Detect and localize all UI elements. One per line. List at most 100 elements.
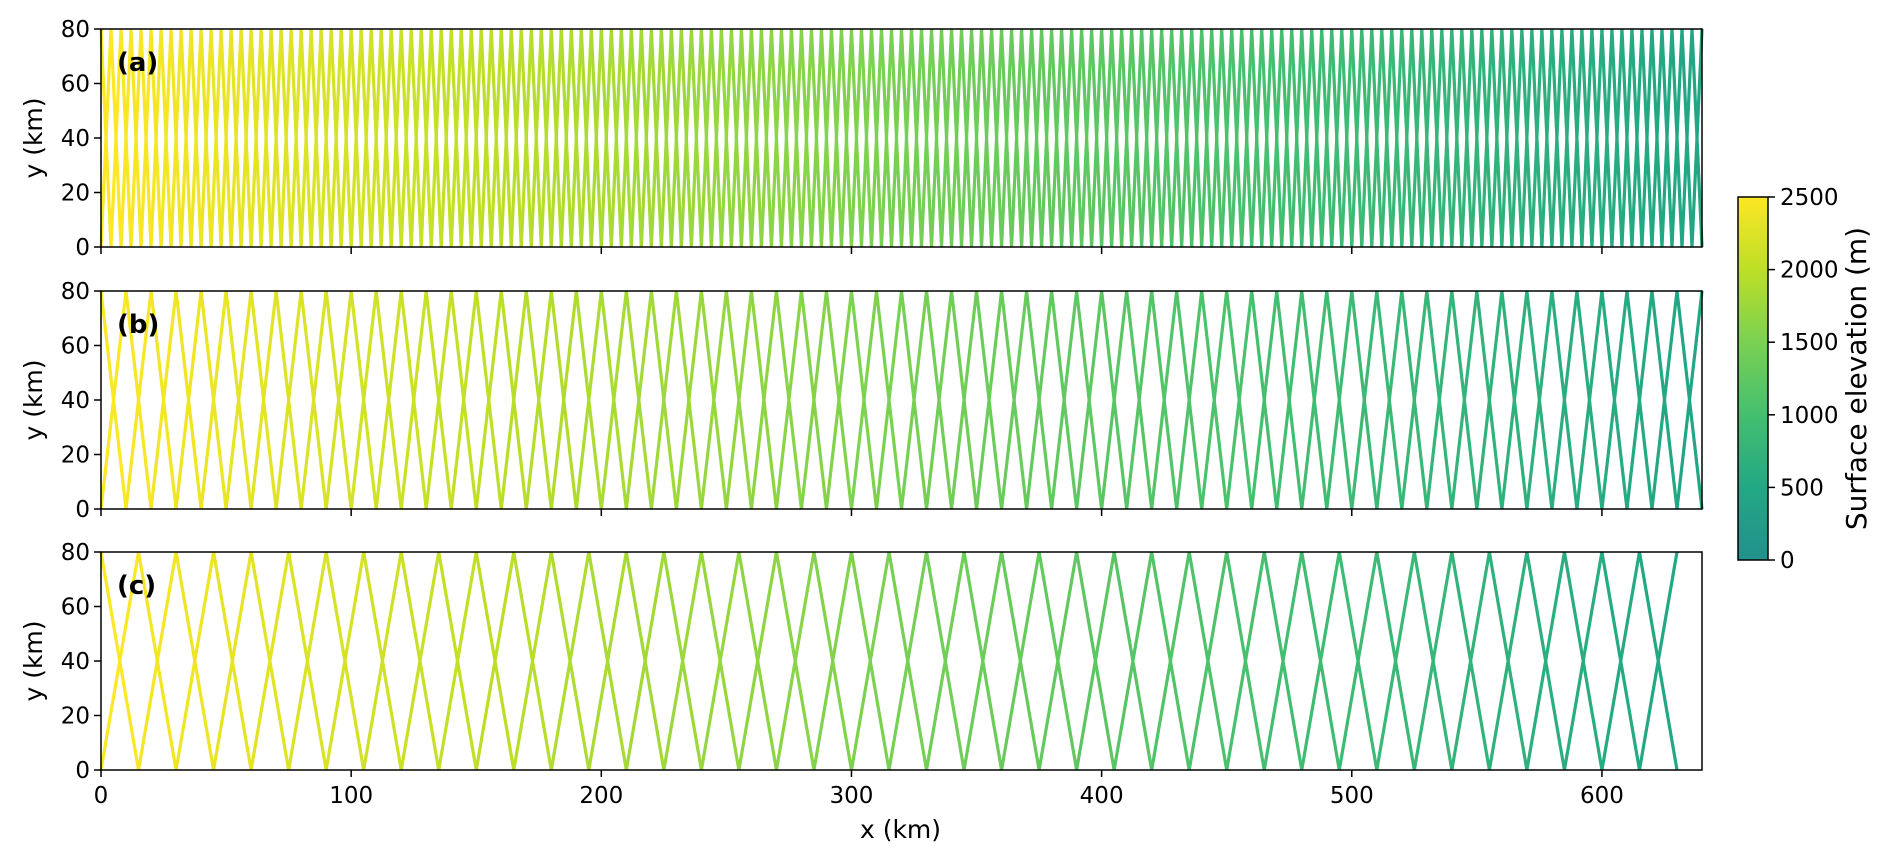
colorbar-gradient: [1737, 196, 1769, 561]
flight-segment: [1320, 28, 1334, 248]
flight-segment: [724, 290, 753, 510]
flight-lines: [99, 28, 1704, 248]
flight-segment: [1049, 28, 1064, 248]
flight-segment: [174, 551, 216, 771]
flight-segment: [474, 290, 503, 510]
x-tick-label: 0: [94, 783, 109, 809]
flight-segment: [1510, 28, 1524, 248]
flight-segment: [1630, 28, 1644, 248]
flight-segment: [1370, 28, 1384, 248]
flight-segment: [1280, 28, 1294, 248]
flight-segment: [199, 28, 213, 248]
flight-segment: [1075, 290, 1104, 510]
flight-segment: [1180, 28, 1194, 248]
y-tick-label: 0: [75, 497, 90, 523]
flight-segment: [1187, 551, 1229, 771]
colorbar-tick-label: 2500: [1780, 185, 1839, 211]
flight-segment: [669, 28, 683, 248]
flight-segment: [719, 28, 733, 248]
flight-segment: [839, 28, 854, 248]
flight-segment: [879, 28, 894, 248]
flight-segment: [169, 28, 183, 248]
flight-segment: [1400, 28, 1414, 248]
flight-segment: [1425, 290, 1454, 510]
flight-segment: [349, 28, 363, 248]
flight-segment: [1412, 551, 1454, 771]
flight-segment: [359, 28, 373, 248]
flight-segment: [109, 28, 123, 248]
flight-segment: [1262, 551, 1304, 771]
panel-label: (a): [117, 48, 158, 78]
flight-segment: [1250, 28, 1264, 248]
flight-segment: [959, 28, 974, 248]
y-tick-label: 80: [61, 279, 90, 305]
y-tick-label: 0: [75, 235, 90, 261]
flight-segment: [1540, 28, 1554, 248]
flight-segment: [1140, 28, 1154, 248]
flight-segment: [1175, 290, 1204, 510]
flight-segment: [989, 28, 1004, 248]
colorbar-tick-label: 500: [1780, 475, 1824, 501]
flight-segment: [424, 290, 453, 510]
axes-frame: [100, 290, 1703, 510]
flight-segment: [1590, 28, 1604, 248]
flight-segment: [439, 28, 453, 248]
flight-segment: [1090, 28, 1104, 248]
flight-segment: [1460, 28, 1474, 248]
flight-segment: [1337, 551, 1379, 771]
flight-segment: [1100, 28, 1114, 248]
flight-segment: [574, 290, 603, 510]
flight-segment: [419, 28, 433, 248]
flight-segment: [437, 551, 478, 771]
y-tick-label: 60: [61, 595, 90, 621]
flight-segment: [1290, 28, 1304, 248]
flight-segment: [1350, 28, 1364, 248]
flight-segment: [1487, 551, 1529, 771]
flight-segment: [1160, 28, 1174, 248]
y-tick-label: 40: [61, 126, 90, 152]
flight-segment: [924, 290, 954, 510]
flight-segment: [269, 28, 283, 248]
flight-segment: [1680, 28, 1694, 248]
flight-segment: [1009, 28, 1024, 248]
flight-segment: [587, 551, 628, 771]
flight-segment: [1100, 290, 1129, 510]
flight-segment: [1120, 28, 1134, 248]
flight-segment: [1690, 28, 1704, 248]
flight-segment: [559, 28, 573, 248]
colorbar-tick-label: 1500: [1780, 330, 1839, 356]
flight-segment: [149, 28, 163, 248]
flight-segment: [1210, 28, 1224, 248]
flight-segment: [1260, 28, 1274, 248]
flight-lines: [99, 290, 1704, 510]
flight-segment: [849, 551, 891, 771]
y-tick-label: 20: [61, 704, 90, 730]
flight-segment: [709, 28, 723, 248]
flight-segment: [699, 290, 728, 510]
flight-segment: [1230, 28, 1244, 248]
flight-segment: [1520, 28, 1534, 248]
flight-segment: [1080, 28, 1094, 248]
flight-segment: [999, 28, 1014, 248]
flight-segment: [639, 28, 653, 248]
flight-segment: [1300, 28, 1314, 248]
flight-segment: [469, 28, 483, 248]
flight-segment: [809, 28, 824, 248]
flight-segment: [1620, 28, 1634, 248]
flight-segment: [962, 551, 1004, 771]
flight-segment: [519, 28, 533, 248]
flight-segment: [874, 290, 904, 510]
flight-segment: [124, 290, 153, 510]
panel-b: 0 20 40 60 80 y (km) (b): [19, 279, 1704, 523]
flight-segment: [812, 551, 854, 771]
flight-segment: [279, 28, 293, 248]
flight-segment: [1375, 551, 1416, 771]
y-axis-label: y (km): [19, 97, 48, 178]
flight-segment: [259, 28, 273, 248]
flight-segment: [649, 290, 678, 510]
flight-segment: [149, 290, 178, 510]
panel-label: (b): [117, 310, 159, 340]
flight-segment: [699, 551, 741, 771]
flight-segment: [849, 28, 864, 248]
flight-segment: [1637, 551, 1679, 771]
